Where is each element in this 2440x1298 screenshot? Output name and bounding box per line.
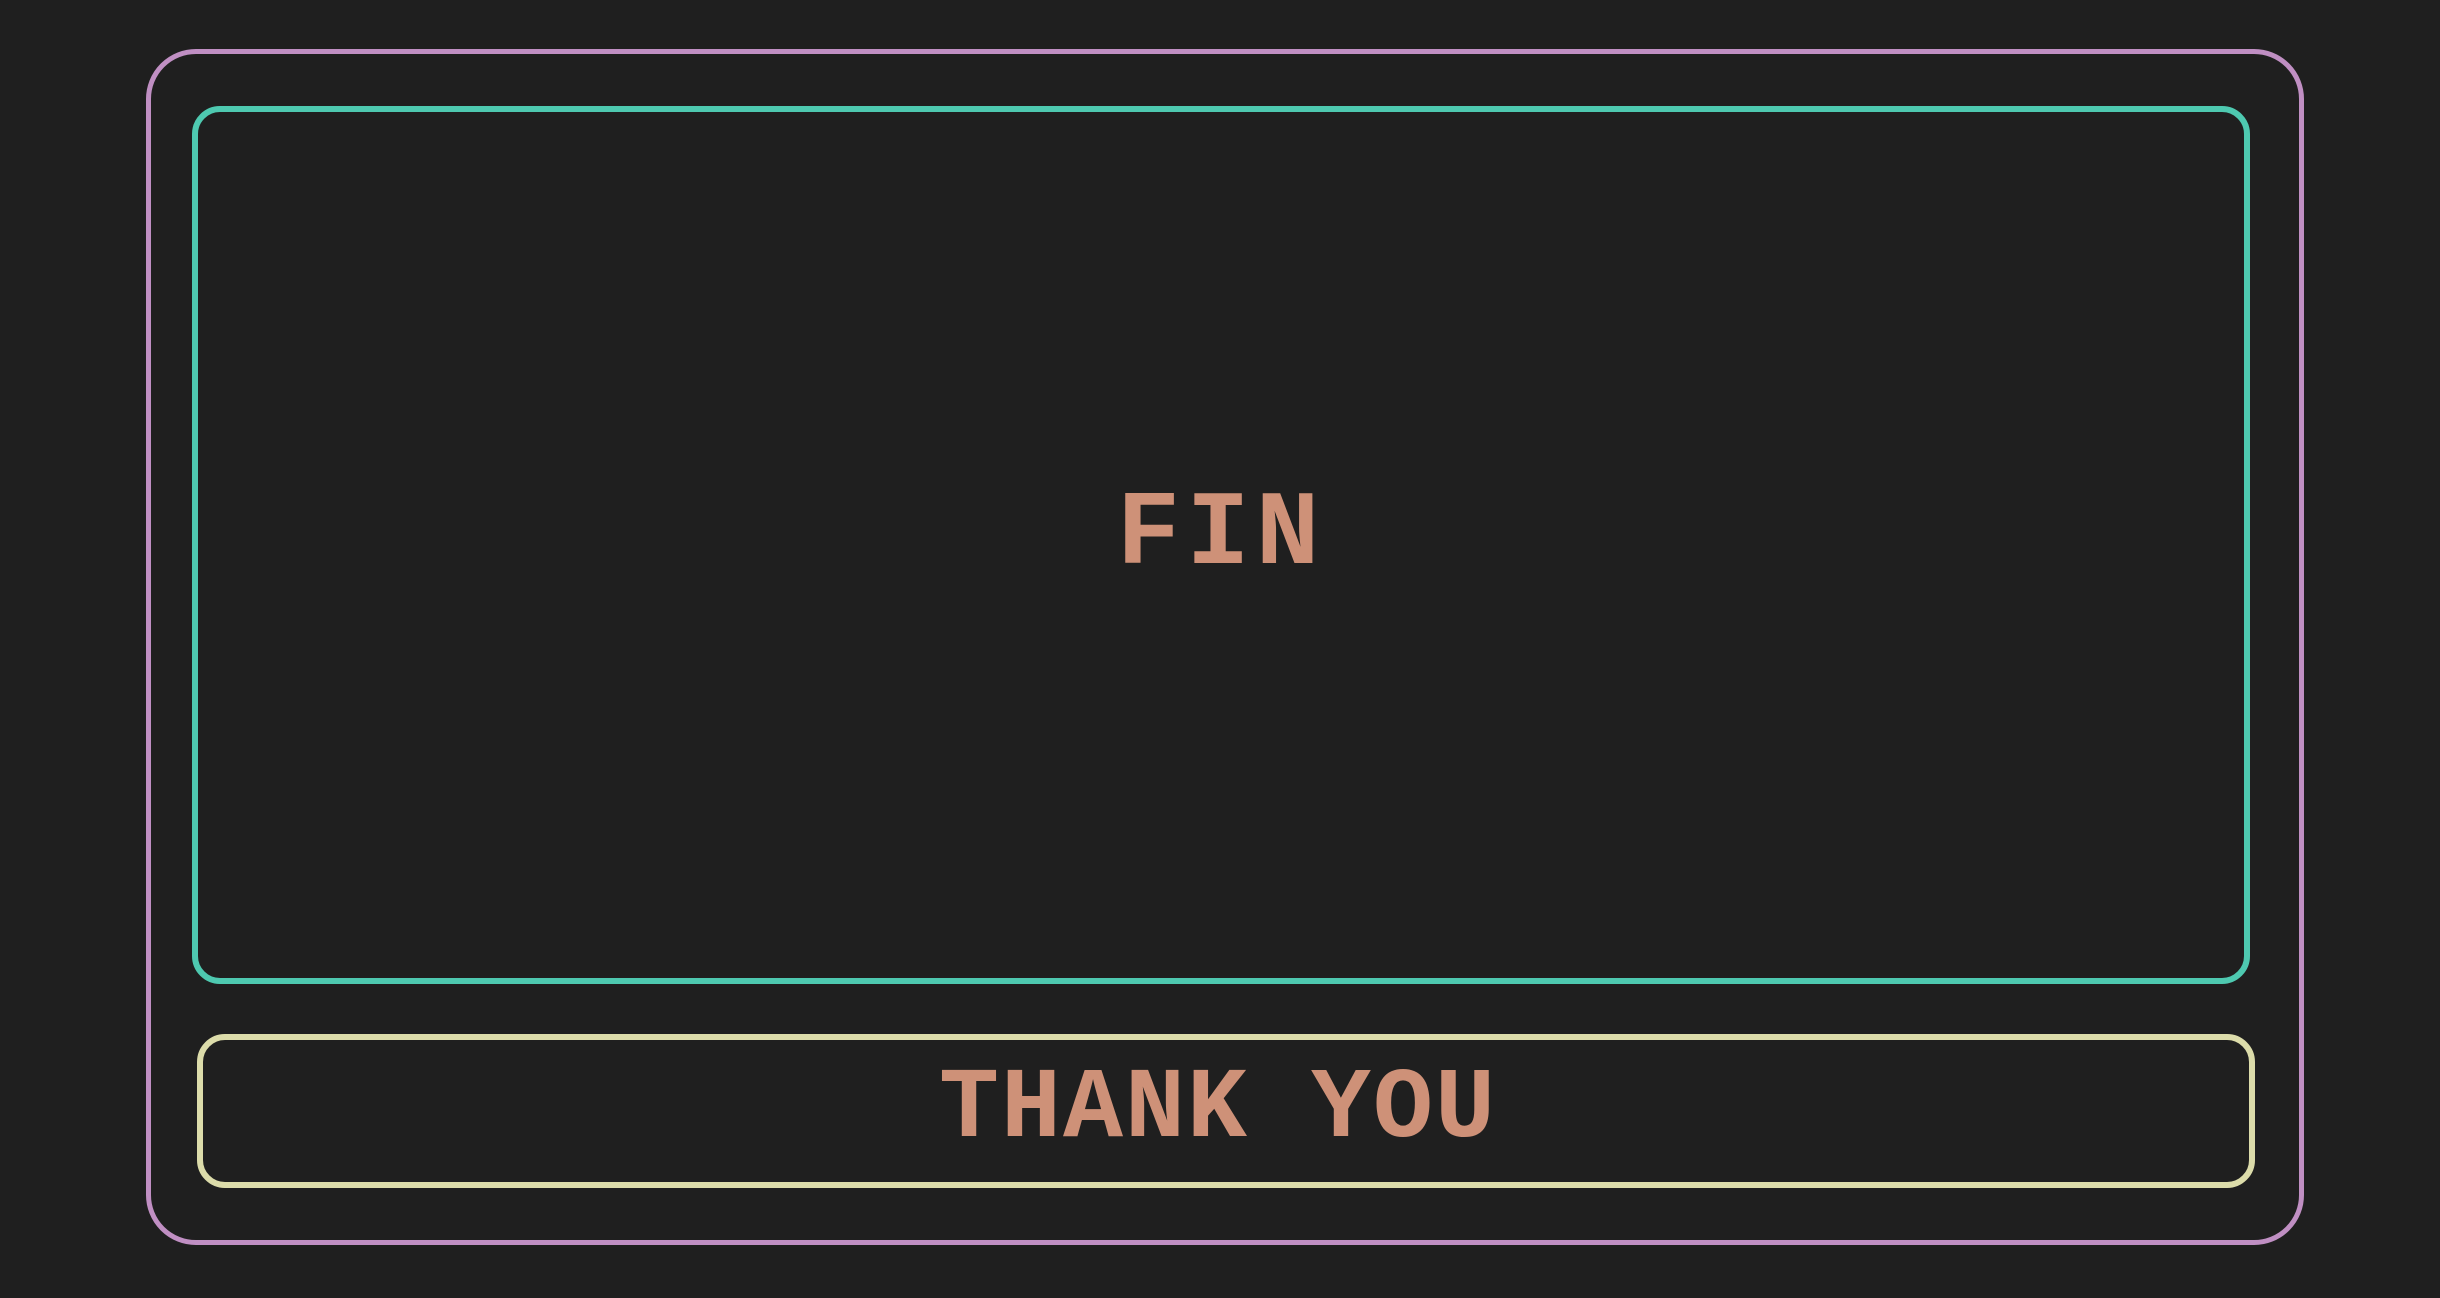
outer-frame [146,49,2304,1245]
footer-text: THANK YOU [938,1054,1498,1167]
footer-panel: THANK YOU [197,1034,2255,1188]
main-panel: FIN [192,106,2250,984]
slide-title: FIN [1116,475,1326,595]
